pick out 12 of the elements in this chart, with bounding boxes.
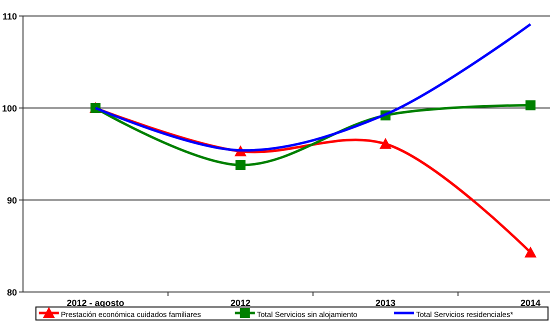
y-tick-label: 100 [2,104,17,114]
x-tick-label: 2014 [520,298,541,308]
x-tick-label: 2012 - agosto [66,298,125,308]
y-tick-label: 80 [6,288,17,298]
y-tick-label: 90 [6,196,17,206]
x-tick-label: 2012 [230,298,251,308]
y-tick-label: 110 [2,12,17,22]
point [524,246,536,258]
point [526,100,536,110]
point [380,138,392,149]
x-tick-label: 2013 [375,298,396,308]
point [236,160,246,170]
